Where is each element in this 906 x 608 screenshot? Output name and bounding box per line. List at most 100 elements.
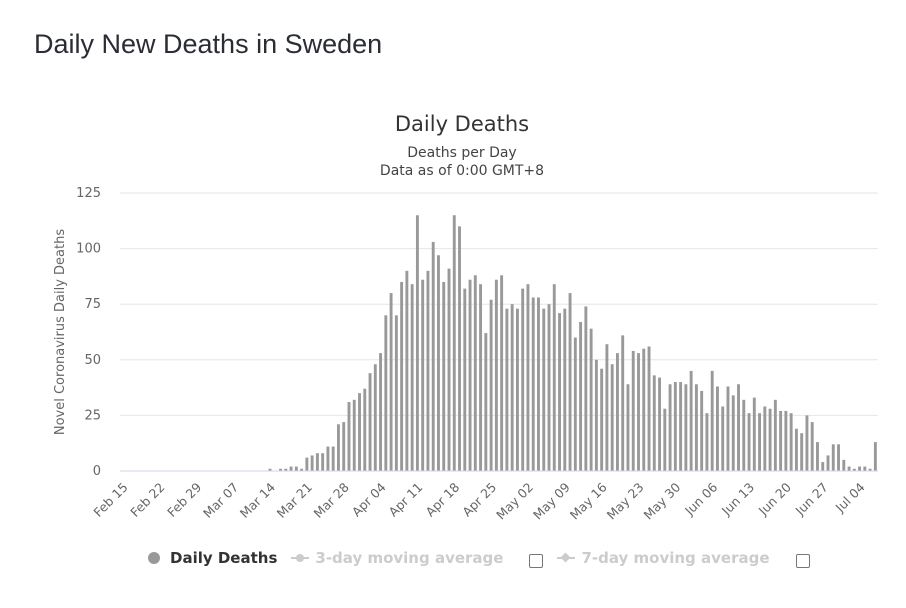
- bar-daily-deaths[interactable]: [552, 284, 556, 471]
- bar-daily-deaths[interactable]: [858, 466, 862, 471]
- bar-daily-deaths[interactable]: [447, 268, 451, 471]
- bar-daily-deaths[interactable]: [547, 304, 551, 471]
- bar-daily-deaths[interactable]: [731, 395, 735, 471]
- bar-daily-deaths[interactable]: [579, 321, 583, 471]
- bar-daily-deaths[interactable]: [479, 284, 483, 471]
- bar-daily-deaths[interactable]: [310, 455, 314, 471]
- bar-daily-deaths[interactable]: [352, 399, 356, 471]
- bar-daily-deaths[interactable]: [642, 348, 646, 471]
- bar-daily-deaths[interactable]: [663, 408, 667, 471]
- bar-series-daily-deaths[interactable]: [268, 215, 877, 472]
- legend-item-daily-deaths[interactable]: Daily Deaths: [140, 549, 277, 567]
- legend-item-7-day-average[interactable]: 7-day moving average: [557, 548, 810, 568]
- bar-daily-deaths[interactable]: [458, 226, 461, 471]
- bar-daily-deaths[interactable]: [279, 468, 282, 471]
- bar-daily-deaths[interactable]: [510, 304, 514, 471]
- bar-daily-deaths[interactable]: [294, 466, 298, 471]
- bar-daily-deaths[interactable]: [358, 393, 361, 471]
- bar-daily-deaths[interactable]: [721, 406, 725, 472]
- bar-daily-deaths[interactable]: [716, 386, 719, 471]
- bar-daily-deaths[interactable]: [542, 308, 546, 471]
- bar-daily-deaths[interactable]: [631, 350, 635, 471]
- bar-daily-deaths[interactable]: [342, 422, 346, 471]
- bar-daily-deaths[interactable]: [568, 293, 572, 471]
- bar-daily-deaths[interactable]: [515, 308, 519, 471]
- bar-daily-deaths[interactable]: [326, 446, 330, 471]
- checkbox-3-day-average[interactable]: [529, 554, 544, 568]
- bar-daily-deaths[interactable]: [747, 413, 751, 471]
- legend-item-3-day-average[interactable]: 3-day moving average: [291, 548, 544, 568]
- bar-daily-deaths[interactable]: [500, 275, 504, 471]
- bar-daily-deaths[interactable]: [837, 444, 840, 471]
- bar-daily-deaths[interactable]: [668, 384, 672, 471]
- bar-daily-deaths[interactable]: [863, 466, 867, 471]
- bar-daily-deaths[interactable]: [658, 377, 661, 471]
- bar-daily-deaths[interactable]: [831, 444, 835, 471]
- bar-daily-deaths[interactable]: [763, 406, 767, 472]
- bar-daily-deaths[interactable]: [673, 382, 677, 471]
- bar-daily-deaths[interactable]: [473, 275, 477, 471]
- bar-daily-deaths[interactable]: [463, 288, 467, 471]
- bar-daily-deaths[interactable]: [626, 384, 630, 471]
- bar-daily-deaths[interactable]: [526, 284, 530, 471]
- bar-daily-deaths[interactable]: [563, 308, 567, 471]
- bar-daily-deaths[interactable]: [758, 413, 762, 471]
- bar-daily-deaths[interactable]: [794, 428, 798, 471]
- bar-daily-deaths[interactable]: [558, 313, 561, 471]
- bar-daily-deaths[interactable]: [773, 399, 777, 471]
- bar-daily-deaths[interactable]: [489, 299, 493, 471]
- bar-daily-deaths[interactable]: [600, 368, 604, 471]
- bar-daily-deaths[interactable]: [621, 335, 625, 471]
- bar-daily-deaths[interactable]: [805, 415, 809, 471]
- bar-daily-deaths[interactable]: [605, 344, 609, 471]
- bar-daily-deaths[interactable]: [363, 388, 367, 471]
- bar-daily-deaths[interactable]: [521, 288, 525, 471]
- bar-daily-deaths[interactable]: [821, 462, 825, 471]
- bar-daily-deaths[interactable]: [779, 410, 783, 471]
- bar-daily-deaths[interactable]: [589, 328, 593, 471]
- bar-daily-deaths[interactable]: [347, 402, 351, 471]
- bar-daily-deaths[interactable]: [705, 413, 709, 471]
- bar-daily-deaths[interactable]: [315, 453, 319, 471]
- bar-daily-deaths[interactable]: [573, 337, 577, 471]
- bar-daily-deaths[interactable]: [610, 364, 614, 471]
- bar-daily-deaths[interactable]: [647, 346, 651, 471]
- bar-daily-deaths[interactable]: [784, 410, 788, 471]
- bar-daily-deaths[interactable]: [426, 270, 430, 471]
- bar-daily-deaths[interactable]: [726, 386, 730, 471]
- bar-daily-deaths[interactable]: [437, 255, 440, 471]
- bar-daily-deaths[interactable]: [442, 281, 446, 471]
- bar-daily-deaths[interactable]: [331, 446, 335, 471]
- bar-daily-deaths[interactable]: [300, 468, 304, 471]
- bar-daily-deaths[interactable]: [305, 457, 309, 471]
- bar-daily-deaths[interactable]: [816, 442, 819, 471]
- bar-daily-deaths[interactable]: [421, 279, 425, 471]
- bar-daily-deaths[interactable]: [379, 353, 383, 471]
- bar-daily-deaths[interactable]: [284, 468, 288, 471]
- bar-daily-deaths[interactable]: [768, 408, 772, 471]
- bar-daily-deaths[interactable]: [737, 384, 740, 471]
- bar-daily-deaths[interactable]: [852, 468, 856, 471]
- bar-daily-deaths[interactable]: [637, 353, 640, 471]
- bar-daily-deaths[interactable]: [400, 281, 404, 471]
- bar-daily-deaths[interactable]: [384, 315, 388, 471]
- bar-daily-deaths[interactable]: [368, 373, 372, 471]
- bar-daily-deaths[interactable]: [337, 424, 340, 471]
- bar-daily-deaths[interactable]: [410, 284, 414, 471]
- bar-daily-deaths[interactable]: [321, 453, 325, 471]
- bar-daily-deaths[interactable]: [810, 422, 814, 471]
- bar-daily-deaths[interactable]: [405, 270, 409, 471]
- bar-daily-deaths[interactable]: [373, 364, 377, 471]
- bar-daily-deaths[interactable]: [389, 293, 393, 471]
- checkbox-7-day-average[interactable]: [795, 554, 810, 568]
- bar-daily-deaths[interactable]: [873, 442, 877, 471]
- bar-daily-deaths[interactable]: [505, 308, 509, 471]
- bar-daily-deaths[interactable]: [615, 353, 619, 471]
- bar-daily-deaths[interactable]: [800, 433, 804, 471]
- bar-daily-deaths[interactable]: [394, 315, 398, 471]
- bar-daily-deaths[interactable]: [868, 468, 872, 471]
- bar-daily-deaths[interactable]: [742, 399, 746, 471]
- bar-daily-deaths[interactable]: [689, 370, 693, 471]
- bar-daily-deaths[interactable]: [531, 297, 535, 471]
- bar-daily-deaths[interactable]: [684, 384, 688, 471]
